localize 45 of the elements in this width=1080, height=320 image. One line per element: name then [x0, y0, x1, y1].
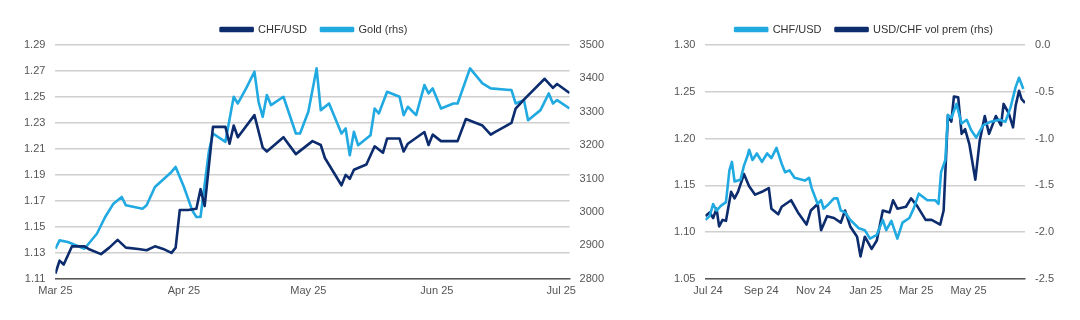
y-tick-label: 1.13 — [23, 245, 46, 258]
y-tick-label: 1.23 — [23, 115, 46, 128]
x-tick-label: Jun 25 — [420, 284, 454, 297]
x-tick-label: Jul 24 — [693, 284, 723, 297]
y-tick-label: 1.25 — [673, 84, 696, 97]
x-tick-label: Apr 25 — [167, 284, 201, 297]
y-tick-label: 1.30 — [673, 38, 696, 51]
y-tick-label: 1.25 — [23, 89, 46, 102]
y-tick-label: 1.17 — [23, 193, 46, 206]
y2-tick-label: 3000 — [579, 205, 605, 218]
y-tick-label: 1.11 — [24, 271, 46, 284]
legend-label: Gold (rhs) — [358, 22, 408, 35]
y2-tick-label: 3400 — [579, 71, 605, 84]
x-tick-label: May 25 — [290, 284, 327, 297]
y-tick-label: 1.10 — [673, 225, 696, 238]
legend-label: USD/CHF vol prem (rhs) — [873, 22, 993, 35]
y2-tick-label: 3500 — [579, 38, 605, 51]
y2-tick-label: -1.0 — [1035, 131, 1055, 144]
y2-tick-label: 3300 — [579, 104, 605, 117]
y-tick-label: 1.27 — [23, 64, 46, 77]
y-tick-label: 1.19 — [23, 167, 46, 180]
y-tick-label: 1.29 — [23, 38, 46, 51]
x-tick-label: May 25 — [950, 284, 987, 297]
legend-label: CHF/USD — [258, 22, 308, 35]
y2-tick-label: -1.5 — [1035, 178, 1055, 191]
y-tick-label: 1.20 — [673, 131, 696, 144]
y2-tick-label: 3200 — [579, 138, 605, 151]
y2-tick-label: 2900 — [579, 238, 605, 251]
legend-label: CHF/USD — [772, 22, 822, 35]
y2-tick-label: 3100 — [579, 171, 605, 184]
x-tick-label: Mar 25 — [38, 284, 73, 297]
y2-tick-label: 0.0 — [1035, 38, 1051, 51]
x-tick-label: Sep 24 — [743, 284, 779, 297]
y2-tick-label: -0.5 — [1035, 84, 1055, 97]
y-tick-label: 1.21 — [23, 141, 46, 154]
y-tick-label: 1.15 — [673, 178, 696, 191]
y2-tick-label: -2.5 — [1035, 271, 1055, 284]
x-tick-label: Jul 25 — [546, 284, 576, 297]
y-tick-label: 1.05 — [673, 271, 696, 284]
y2-tick-label: -2.0 — [1035, 225, 1055, 238]
x-tick-label: Jan 25 — [849, 284, 883, 297]
x-tick-label: Mar 25 — [899, 284, 934, 297]
x-tick-label: Nov 24 — [795, 284, 831, 297]
y2-tick-label: 2800 — [579, 271, 605, 284]
y-tick-label: 1.15 — [23, 219, 46, 232]
